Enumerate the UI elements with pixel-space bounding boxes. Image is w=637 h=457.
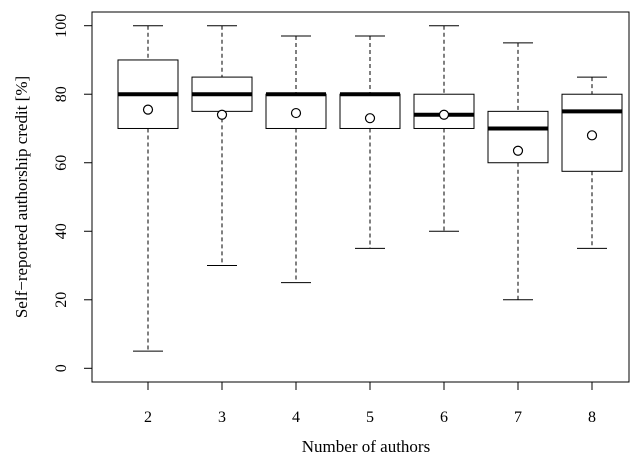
x-axis: 2 3 4 5 6 7 8 [144,382,596,426]
mean-marker [438,109,450,120]
y-tick-label: 20 [53,292,70,308]
y-tick-label: 80 [53,86,70,102]
x-tick-label: 6 [440,409,448,426]
box-8 [561,76,623,249]
x-tick-label: 5 [366,409,374,426]
y-tick-label: 40 [53,223,70,239]
y-tick-label: 60 [53,155,70,171]
mean-marker [512,145,524,156]
x-tick-label: 4 [292,409,300,426]
mean-marker [216,109,228,120]
box-7 [487,42,549,301]
mean-marker [586,130,598,141]
boxes-group [117,25,623,352]
y-tick-label: 100 [53,14,70,38]
box-6 [413,25,475,232]
y-axis: 0 20 40 60 80 100 [53,14,92,372]
box-2 [117,25,179,352]
y-tick-label: 0 [53,364,70,372]
plot-frame [91,11,630,383]
mean-marker [364,113,376,124]
box-5 [339,35,401,249]
box-3 [191,25,253,267]
x-tick-label: 2 [144,409,152,426]
iqr-box [339,93,401,129]
mean-marker [290,107,302,119]
y-axis-label: Self−reported authorship credit [%] [12,76,31,318]
x-tick-label: 3 [218,409,226,426]
x-tick-label: 8 [588,409,596,426]
mean-marker [142,104,154,115]
x-tick-label: 7 [514,409,522,426]
x-axis-label: Number of authors [302,437,430,456]
box-4 [265,35,327,284]
